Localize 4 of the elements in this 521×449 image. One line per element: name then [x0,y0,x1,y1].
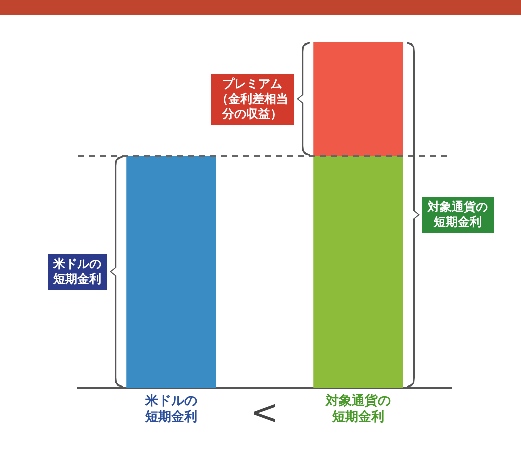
text: < [250,393,279,433]
annotation: プレミアム（金利差相当分の収益） [210,74,294,125]
annotation: 米ドルの短期金利 [48,254,108,290]
annotation: 対象通貨の短期金利 [422,197,494,233]
